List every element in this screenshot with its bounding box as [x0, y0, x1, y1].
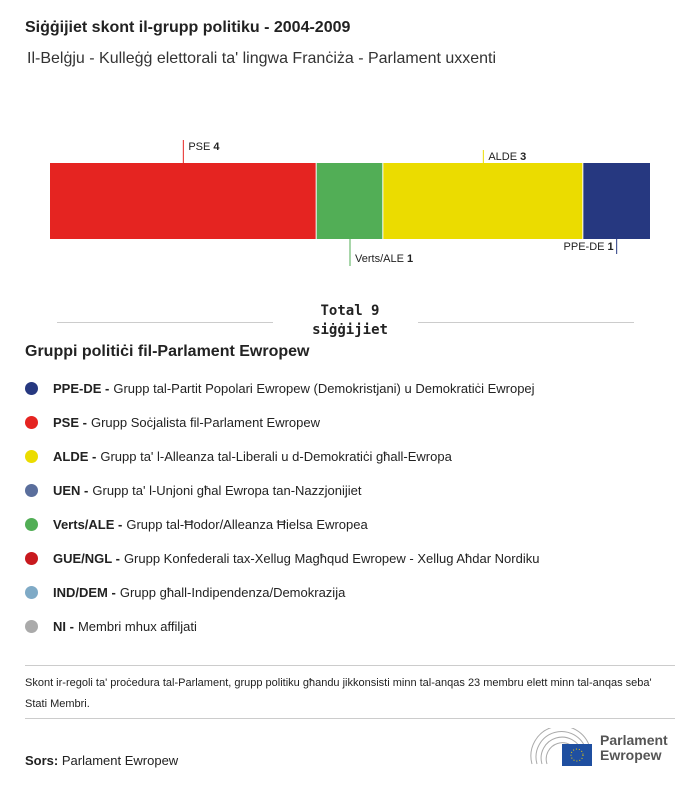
chart-title: Siġġijiet skont il-grupp politiku - 2004… — [25, 19, 351, 36]
legend-dot-icon — [25, 517, 38, 531]
legend-abbr: UEN - — [53, 482, 89, 498]
legend-dot-icon — [25, 551, 38, 565]
legend-abbr: PPE-DE - — [53, 380, 110, 396]
bar-segment-ppede — [583, 163, 650, 239]
divider — [25, 665, 675, 666]
legend-item: ALDE - Grupp ta' l-Alleanza tal-Liberali … — [25, 439, 539, 473]
legend: PPE-DE - Grupp tal-Partit Popolari Ewrope… — [25, 371, 539, 643]
legend-desc: Grupp tal-Ħodor/Alleanza Ħielsa Ewropea — [126, 516, 368, 532]
legend-dot-icon — [25, 449, 38, 463]
legend-desc: Grupp Konfederali tax-Xellug Magħqud Ewr… — [123, 550, 540, 566]
ep-logo: Parlament Ewropew — [528, 728, 668, 768]
source-value: Parlament Ewropew — [61, 753, 179, 768]
bar-segment-vertsale — [316, 163, 383, 239]
divider — [418, 322, 634, 323]
legend-dot-icon — [25, 415, 38, 429]
segment-label: ALDE 3 — [488, 151, 526, 163]
segment-label: PSE 4 — [188, 141, 220, 153]
legend-desc: Membri mhux affiljati — [77, 618, 197, 634]
hemicycle-logo-icon — [530, 728, 592, 766]
segment-label: PPE-DE 1 — [564, 241, 614, 253]
legend-abbr: PSE - — [53, 414, 87, 430]
chart-subtitle: Il-Belġju - Kulleġġ elettorali ta' lingw… — [27, 50, 497, 67]
legend-abbr: IND/DEM - — [53, 584, 116, 600]
legend-abbr: NI - — [53, 618, 74, 634]
legend-item: IND/DEM - Grupp għall-Indipendenza/Demokr… — [25, 575, 539, 609]
legend-dot-icon — [25, 619, 38, 633]
legend-abbr: GUE/NGL - — [53, 550, 120, 566]
legend-item: UEN - Grupp ta' l-Unjoni għal Ewropa tan-… — [25, 473, 539, 507]
legend-dot-icon — [25, 585, 38, 599]
legend-abbr: Verts/ALE - — [53, 516, 123, 532]
bar-segment-alde — [383, 163, 583, 239]
stacked-bar-chart: PSE 4 Verts/ALE 1 ALDE 3 PPE-DE 1 — [50, 140, 650, 266]
legend-item: GUE/NGL - Grupp Konfederali tax-Xellug Ma… — [25, 541, 539, 575]
legend-item: PPE-DE - Grupp tal-Partit Popolari Ewrope… — [25, 371, 539, 405]
legend-desc: Grupp għall-Indipendenza/Demokrazija — [119, 584, 346, 600]
divider — [25, 718, 675, 719]
legend-title: Gruppi politiċi fil-Parlament Ewropew — [25, 343, 310, 360]
legend-desc: Grupp ta' l-Alleanza tal-Liberali u d-De… — [100, 448, 452, 464]
source-label: Sors: — [25, 753, 59, 768]
legend-dot-icon — [25, 381, 38, 395]
legend-desc: Grupp ta' l-Unjoni għal Ewropa tan-Nazzj… — [92, 482, 362, 498]
logo-text-line: Ewropew — [600, 747, 662, 763]
legend-dot-icon — [25, 483, 38, 497]
legend-item: NI - Membri mhux affiljati — [25, 609, 539, 643]
divider — [57, 322, 273, 323]
footnote: Skont ir-regoli ta' proċedura tal-Parlam… — [25, 677, 652, 710]
segment-label: Verts/ALE 1 — [355, 253, 413, 265]
legend-abbr: ALDE - — [53, 448, 97, 464]
legend-desc: Grupp Soċjalista fil-Parlament Ewropew — [90, 414, 321, 430]
legend-desc: Grupp tal-Partit Popolari Ewropew (Demok… — [113, 380, 535, 396]
legend-item: PSE - Grupp Soċjalista fil-Parlament Ewro… — [25, 405, 539, 439]
legend-item: Verts/ALE - Grupp tal-Ħodor/Alleanza Ħiel… — [25, 507, 539, 541]
total-label: Total 9 siġġijiet — [312, 303, 388, 338]
source: Sors: Parlament Ewropew — [25, 753, 178, 768]
bar-segment-pse — [50, 163, 316, 239]
logo-text-line: Parlament — [600, 732, 668, 748]
